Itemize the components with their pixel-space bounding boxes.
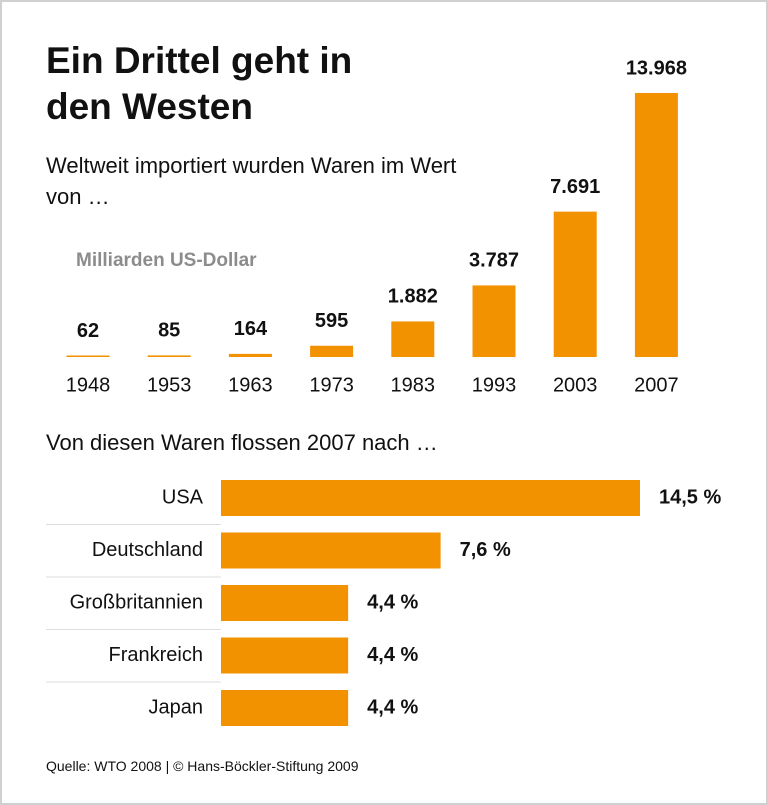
- chart-title: Ein Drittel geht in den Westen: [46, 40, 353, 127]
- value-label: 4,4 %: [367, 591, 418, 613]
- y-axis-label: Milliarden US-Dollar: [76, 250, 257, 271]
- chart-title: Von diesen Waren flossen 2007 nach …: [46, 430, 438, 455]
- x-tick-label: 1953: [147, 374, 192, 396]
- value-label: 7.691: [550, 176, 600, 198]
- value-label: 1.882: [388, 286, 438, 308]
- category-label: Japan: [149, 696, 204, 718]
- bar: [391, 321, 435, 357]
- bar: [553, 211, 597, 357]
- x-tick-label: 2007: [634, 374, 679, 396]
- x-tick-label: 1983: [391, 374, 436, 396]
- value-label: 85: [158, 320, 180, 342]
- source: Quelle: WTO 2008 | © Hans-Böckler-Stiftu…: [46, 758, 359, 774]
- category-label: Frankreich: [109, 644, 203, 666]
- bar: [221, 480, 640, 516]
- bar: [221, 637, 349, 674]
- value-label: 14,5 %: [659, 486, 721, 508]
- x-tick-label: 1948: [66, 374, 111, 396]
- value-label: 4,4 %: [367, 644, 418, 666]
- value-label: 595: [315, 310, 348, 332]
- x-tick-label: 1993: [472, 374, 517, 396]
- bar: [221, 532, 441, 569]
- bar: [228, 353, 272, 357]
- bar: [221, 585, 349, 621]
- bar: [66, 355, 110, 357]
- value-label: 7,6 %: [460, 539, 511, 561]
- bar: [634, 93, 678, 357]
- category-label: Großbritannien: [70, 591, 203, 613]
- x-tick-label: 1973: [309, 374, 354, 396]
- bar: [147, 355, 191, 357]
- x-tick-label: 1963: [228, 374, 273, 396]
- value-label: 4,4 %: [367, 696, 418, 718]
- value-label: 13.968: [626, 57, 687, 79]
- value-label: 62: [77, 320, 99, 342]
- bar: [472, 285, 516, 357]
- x-tick-label: 2003: [553, 374, 598, 396]
- category-label: Deutschland: [92, 539, 203, 561]
- bar: [310, 345, 354, 357]
- chart-subtitle: Weltweit importiert wurden Waren im Wert…: [46, 153, 457, 209]
- bar: [221, 690, 349, 726]
- category-label: USA: [162, 486, 204, 508]
- value-label: 164: [234, 318, 268, 340]
- value-label: 3.787: [469, 250, 519, 272]
